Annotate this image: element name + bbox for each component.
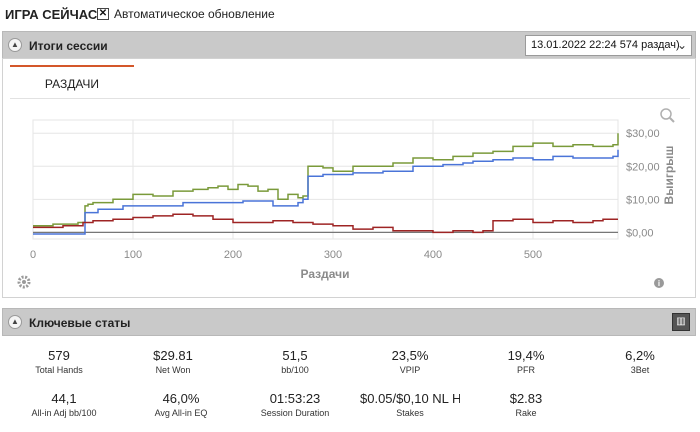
stat-label: VPIP <box>399 365 421 375</box>
settings-gear-icon-center <box>22 280 26 284</box>
zoom-magnifier-icon <box>660 108 672 120</box>
stats-grid: 579 Total Hands $29.81 Net Won 51,5 bb/1… <box>2 338 696 432</box>
top-bar: ИГРА СЕЙЧАС ✕ Автоматическое обновление <box>0 0 700 30</box>
stat-label: PFR <box>517 365 535 375</box>
y-tick-label: $20,00 <box>626 161 660 173</box>
info-icon-glyph: i <box>658 279 660 288</box>
plot-area <box>32 119 619 240</box>
settings-gear-icon <box>17 275 31 289</box>
stat-stakes: $0.05/$0,10 NL Hold'em Stakes <box>360 391 460 418</box>
stat-label: 3Bet <box>630 365 650 375</box>
y-tick-label: $0,00 <box>626 227 654 239</box>
tab-hands[interactable]: РАЗДАЧИ <box>10 65 134 98</box>
x-tick-label: 100 <box>124 249 142 261</box>
x-tick-label: 200 <box>224 249 242 261</box>
y-tick-label: $10,00 <box>626 194 660 206</box>
stat-value: $29.81 <box>153 348 193 363</box>
stat-3bet: 6,2% 3Bet <box>590 348 690 375</box>
stat-value: 6,2% <box>625 348 655 363</box>
chart-panel: РАЗДАЧИ <box>2 58 696 298</box>
series-line-red <box>33 213 618 234</box>
stat-label: bb/100 <box>281 365 309 375</box>
stat-value: 19,4% <box>507 348 545 363</box>
stat-value: 44,1 <box>51 391 77 406</box>
stat-label: Rake <box>515 408 537 418</box>
zoom-magnifier-handle <box>669 117 675 123</box>
stat-total-hands: 579 Total Hands <box>9 348 109 375</box>
auto-update-checkbox[interactable]: ✕ <box>97 8 109 20</box>
stat-label: Stakes <box>396 408 424 418</box>
stat-value: $0.05/$0,10 NL Hold'em <box>360 391 460 406</box>
stat-label: Net Won <box>155 365 191 375</box>
stat-value: 23,5% <box>391 348 429 363</box>
stat-label: Avg All-in EQ <box>154 408 208 418</box>
stat-net-won: $29.81 Net Won <box>123 348 223 375</box>
stat-value: 51,5 <box>282 348 308 363</box>
stat-rake: $2.83 Rake <box>476 391 576 418</box>
y-tick-label: $30,00 <box>626 128 660 140</box>
session-select-value: 13.01.2022 22:24 574 раздач) <box>531 39 680 51</box>
app-title: ИГРА СЕЙЧАС <box>5 7 98 22</box>
x-tick-label: 0 <box>30 249 36 261</box>
session-summary-title: Итоги сессии <box>29 39 108 53</box>
layout-toggle-icon[interactable]: ▥ <box>672 313 690 331</box>
x-tick-label: 500 <box>524 249 542 261</box>
stat-value: $2.83 <box>509 391 543 406</box>
collapse-session-icon[interactable]: ▲ <box>8 38 22 52</box>
stat-label: Session Duration <box>260 408 330 418</box>
key-stats-header: ▲ Ключевые статы ▥ <box>2 308 696 336</box>
stat-value: 46,0% <box>162 391 200 406</box>
info-icon <box>654 278 664 288</box>
tab-divider <box>10 98 690 99</box>
series-line-blue <box>33 149 619 235</box>
series-line-green <box>33 133 619 227</box>
stat-vpip: 23,5% VPIP <box>360 348 460 375</box>
stat-value: 01:53:23 <box>269 391 321 406</box>
key-stats-title: Ключевые статы <box>29 316 131 330</box>
auto-update-toggle[interactable]: ✕ Автоматическое обновление <box>97 7 275 21</box>
stat-pfr: 19,4% PFR <box>476 348 576 375</box>
stat-avg-allin-eq: 46,0% Avg All-in EQ <box>131 391 231 418</box>
session-select[interactable]: 13.01.2022 22:24 574 раздач) ⌄ <box>525 35 692 56</box>
winnings-chart: $0,00 $10,00 $20,00 $30,00 0 100 200 300 400 500 Р… <box>17 108 676 289</box>
stat-session-duration: 01:53:23 Session Duration <box>245 391 345 418</box>
stat-allin-adj: 44,1 All-in Adj bb/100 <box>14 391 114 418</box>
collapse-stats-icon[interactable]: ▲ <box>8 315 22 329</box>
x-tick-label: 400 <box>424 249 442 261</box>
stat-value: 579 <box>48 348 70 363</box>
stat-label: All-in Adj bb/100 <box>31 408 97 418</box>
stat-bb100: 51,5 bb/100 <box>245 348 345 375</box>
x-axis-label: Раздачи <box>301 267 350 281</box>
stat-label: Total Hands <box>35 365 83 375</box>
chevron-down-icon: ⌄ <box>676 38 687 52</box>
y-axis-label: Выигрыш <box>662 146 676 205</box>
auto-update-label: Автоматическое обновление <box>114 7 275 21</box>
x-tick-label: 300 <box>324 249 342 261</box>
